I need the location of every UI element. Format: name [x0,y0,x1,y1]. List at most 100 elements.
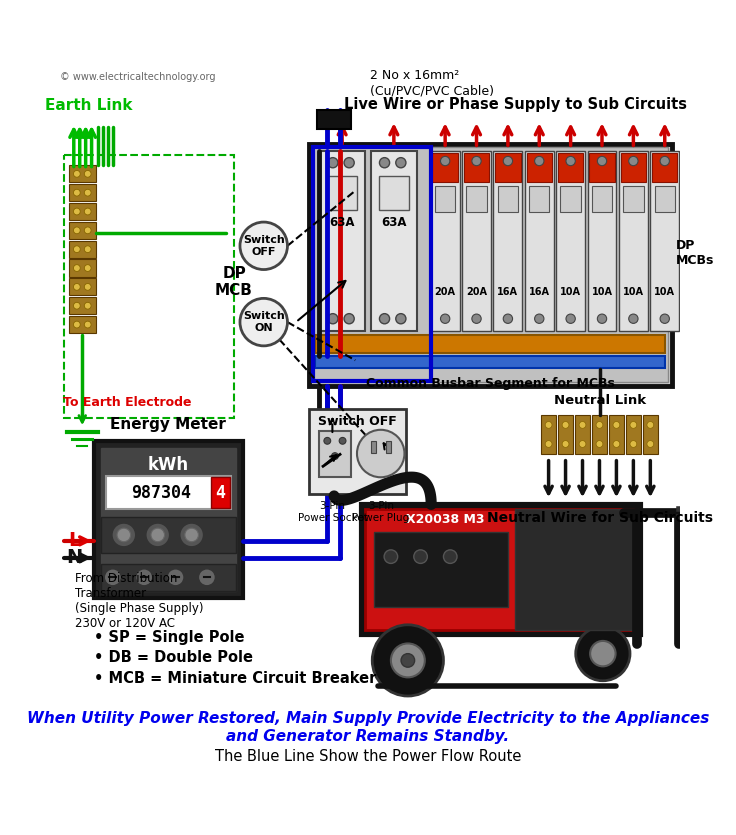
Text: 3-Pin
Power Socket: 3-Pin Power Socket [297,501,367,523]
Text: Energy Meter: Energy Meter [110,418,226,433]
Bar [464,153,489,182]
Bar [370,441,375,453]
Text: To Earth Electrode: To Earth Electrode [63,396,191,409]
Circle shape [74,208,80,215]
Bar [652,153,677,182]
Circle shape [85,208,91,215]
Bar [361,504,641,635]
Text: • MCB = Miniature Circuit Breaker: • MCB = Miniature Circuit Breaker [94,671,377,686]
Bar [431,151,459,331]
Bar [467,186,486,212]
Circle shape [629,156,638,165]
Text: 63A: 63A [381,216,406,230]
Circle shape [344,314,354,324]
Circle shape [344,158,354,168]
Circle shape [598,156,606,165]
Bar [68,184,96,201]
Circle shape [590,641,615,666]
Circle shape [85,321,91,328]
Text: 987304: 987304 [132,483,191,502]
Circle shape [105,569,121,586]
Circle shape [85,265,91,271]
Circle shape [401,654,414,667]
Bar [654,186,675,212]
Circle shape [414,550,428,564]
Circle shape [85,302,91,309]
Circle shape [74,265,80,271]
Circle shape [545,422,552,428]
Bar [379,176,408,210]
Circle shape [613,441,620,448]
Bar [101,448,236,591]
Text: • SP = Single Pole: • SP = Single Pole [94,630,244,645]
Bar [68,316,96,333]
Circle shape [566,314,576,323]
Bar [592,186,612,212]
Bar [308,144,671,386]
Text: 4: 4 [216,483,225,502]
Bar [526,153,552,182]
Circle shape [380,158,389,168]
Circle shape [562,441,569,448]
Circle shape [472,156,481,165]
Circle shape [566,156,576,165]
Bar [68,222,96,239]
Circle shape [85,284,91,291]
Circle shape [74,284,80,291]
Text: X20038 M3: X20038 M3 [406,513,484,526]
Bar [558,415,573,453]
Text: kWh: kWh [148,456,189,473]
Circle shape [328,314,338,324]
Bar [370,151,417,331]
Bar [495,153,520,182]
Bar [529,186,550,212]
Circle shape [598,314,606,323]
Bar [319,151,366,331]
Text: DP
MCBs: DP MCBs [676,239,714,267]
Circle shape [199,569,216,586]
Circle shape [579,441,586,448]
Bar [319,431,351,478]
Circle shape [545,441,552,448]
Circle shape [240,298,288,346]
Circle shape [380,314,389,324]
Bar [68,240,96,258]
Text: 63A: 63A [330,216,355,230]
Circle shape [372,625,444,696]
Circle shape [135,569,152,586]
Text: © www.electricaltechnology.org: © www.electricaltechnology.org [60,72,216,82]
Bar [623,186,643,212]
Text: Switch OFF: Switch OFF [318,415,397,428]
Circle shape [85,227,91,234]
Circle shape [74,170,80,177]
Bar [313,148,431,381]
Circle shape [85,190,91,196]
Text: Switch
OFF: Switch OFF [243,235,285,256]
Text: DP
MCB: DP MCB [215,266,253,298]
Bar [68,203,96,220]
Bar [68,260,96,276]
Circle shape [324,438,330,444]
Circle shape [85,170,91,177]
Bar [541,415,556,453]
Bar [328,176,357,210]
Text: 20A: 20A [466,287,487,297]
Bar [493,151,523,331]
Bar [68,297,96,314]
Text: Switch
ON: Switch ON [243,311,285,333]
Bar [498,186,518,212]
Bar [435,186,456,212]
Circle shape [180,523,204,547]
Text: L: L [68,531,81,550]
Circle shape [503,156,512,165]
Circle shape [472,314,481,323]
Circle shape [74,321,80,328]
Bar [462,151,491,331]
Bar [561,186,581,212]
Bar [525,151,553,331]
Circle shape [339,438,346,444]
Text: 20A: 20A [435,287,456,297]
Bar [386,441,391,453]
Circle shape [331,453,339,459]
Text: Live Wire or Phase Supply to Sub Circuits: Live Wire or Phase Supply to Sub Circuit… [344,97,687,112]
